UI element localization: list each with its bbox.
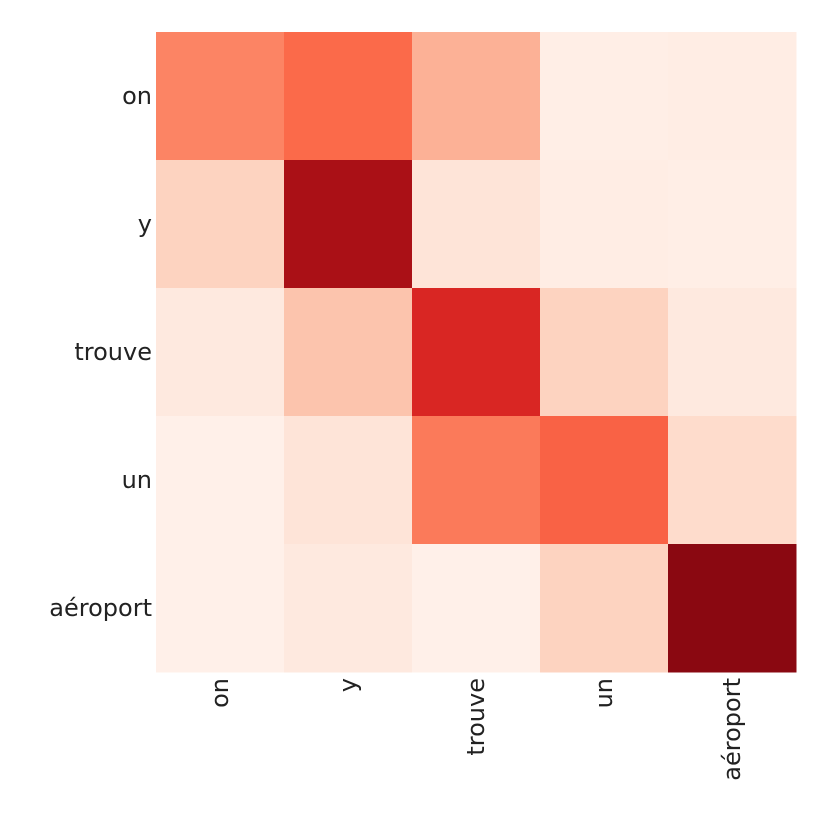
heatmap-cell	[540, 544, 669, 673]
heatmap-cell	[412, 32, 541, 161]
y-tick-label: trouve	[74, 338, 152, 366]
heatmap-cell	[412, 288, 541, 417]
heatmap-cell	[668, 288, 797, 417]
x-tick-label: y	[334, 678, 362, 692]
x-tick-label: on	[206, 678, 234, 708]
heatmap-cell	[284, 32, 413, 161]
y-axis-tick-labels: on y trouve un aéroport	[49, 82, 152, 622]
heatmap-cell	[668, 544, 797, 673]
heatmap-cell	[284, 544, 413, 673]
heatmap-cell	[540, 288, 669, 417]
y-tick-label: y	[138, 210, 152, 238]
y-tick-label: un	[122, 466, 152, 494]
heatmap-cell	[412, 416, 541, 545]
heatmap-cell	[156, 32, 285, 161]
heatmap-cell	[540, 160, 669, 289]
y-tick-label: on	[122, 82, 152, 110]
heatmap-cell	[540, 416, 669, 545]
heatmap-cells	[156, 32, 797, 673]
x-tick-label: un	[590, 678, 618, 708]
x-tick-label: trouve	[462, 678, 490, 756]
heatmap-cell	[412, 544, 541, 673]
y-tick-label: aéroport	[49, 594, 152, 622]
heatmap-cell	[668, 416, 797, 545]
heatmap-cell	[284, 160, 413, 289]
x-axis-tick-labels: on y trouve un aéroport	[206, 678, 746, 781]
heatmap-cell	[412, 160, 541, 289]
heatmap-cell	[540, 32, 669, 161]
heatmap-cell	[156, 416, 285, 545]
heatmap-cell	[156, 288, 285, 417]
heatmap-cell	[284, 416, 413, 545]
heatmap-cell	[668, 32, 797, 161]
heatmap-cell	[156, 544, 285, 673]
heatmap-cell	[156, 160, 285, 289]
heatmap-cell	[668, 160, 797, 289]
x-tick-label: aéroport	[718, 678, 746, 781]
heatmap-cell	[284, 288, 413, 417]
